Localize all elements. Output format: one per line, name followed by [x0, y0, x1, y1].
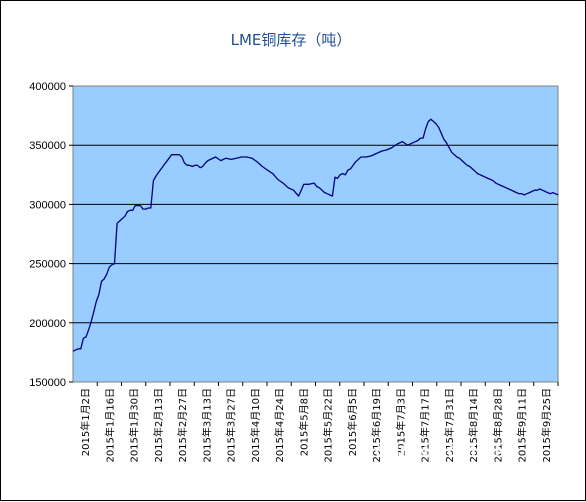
x-tick-label: 2015年6月19日 — [370, 388, 383, 463]
x-tick-label: 2015年3月27日 — [225, 388, 238, 463]
chart-title: LME铜库存（吨） — [231, 31, 352, 49]
x-tick-label: 2015年9月11日 — [516, 388, 529, 463]
y-tick-label: 250000 — [29, 259, 66, 271]
x-tick-label: 2015年5月22日 — [322, 388, 335, 463]
gridlines — [73, 144, 558, 324]
x-tick-label: 2015年7月31日 — [443, 388, 456, 463]
y-tick-label: 200000 — [29, 318, 66, 330]
x-tick-label: 2015年7月3日 — [394, 388, 407, 456]
x-tick-label: 2015年7月17日 — [419, 388, 432, 463]
x-tick-label: 2015年3月13日 — [200, 388, 213, 463]
watermark-text: CNMN.COM.CN — [375, 442, 508, 461]
y-tick-label: 350000 — [29, 140, 66, 152]
y-axis: 150000 200000 250000 300000 350000 400000 — [29, 81, 73, 389]
x-axis: 2015年1月2日 2015年1月16日 2015年1月30日 2015年2月13日 2… — [79, 382, 559, 463]
y-tick-label: 150000 — [29, 377, 66, 389]
x-tick-label: 2015年5月8日 — [297, 388, 310, 456]
x-tick-label: 2015年2月13日 — [152, 388, 165, 463]
x-tick-label: 2015年4月10日 — [249, 388, 262, 463]
plot-area — [72, 85, 559, 383]
x-tick-label: 2015年1月30日 — [128, 388, 141, 463]
x-tick-label: 2015年6月5日 — [346, 388, 359, 456]
x-tick-label: 2015年9月25日 — [540, 388, 553, 463]
x-tick-label: 2015年2月27日 — [176, 388, 189, 463]
x-tick-label: 2015年1月16日 — [103, 388, 116, 463]
series-line — [72, 118, 559, 352]
y-tick-label: 300000 — [29, 199, 66, 211]
x-tick-label: 2015年4月24日 — [273, 388, 286, 463]
x-tick-label: 2015年8月14日 — [467, 388, 480, 463]
series-layer — [72, 118, 559, 352]
x-tick-label: 2015年1月2日 — [79, 388, 92, 456]
x-tick-label: 2015年8月28日 — [491, 388, 504, 463]
y-tick-label: 400000 — [29, 81, 66, 93]
